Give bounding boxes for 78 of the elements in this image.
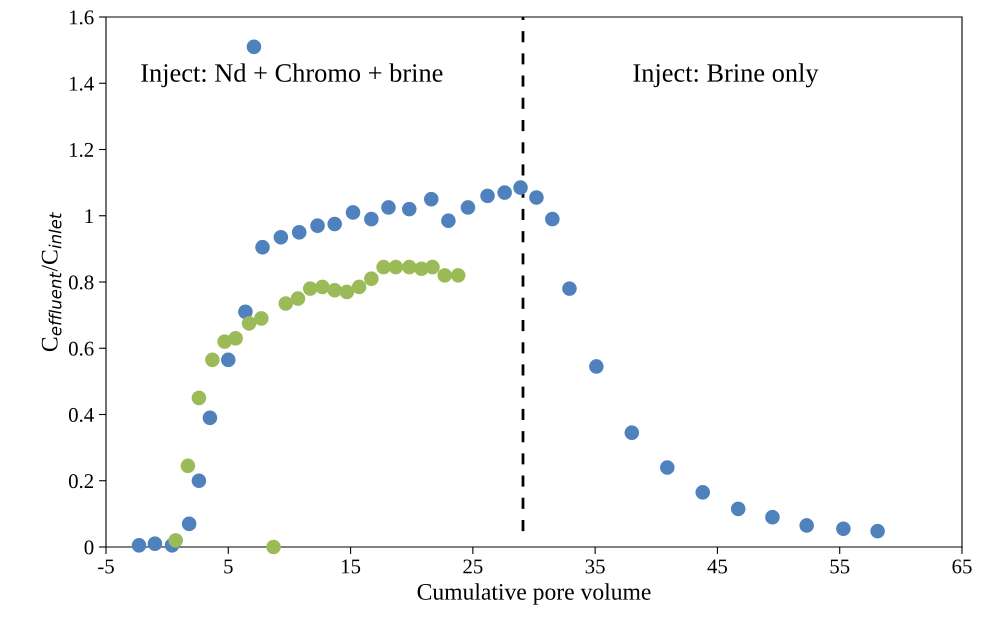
point (327, 283, 342, 298)
point (364, 212, 379, 226)
point (274, 230, 288, 245)
y-tick-label: 1.2 (70, 142, 94, 158)
point (292, 225, 306, 240)
annotation: Inject: Nd + Chromo + brine (141, 63, 442, 88)
y-axis-title: C$_{effluent}$/C$_{inlet}$ (42, 212, 62, 352)
point (148, 536, 162, 551)
point (255, 240, 270, 254)
point (624, 425, 640, 440)
point (180, 458, 196, 474)
point (562, 281, 577, 296)
point (132, 538, 146, 553)
x-tick-label: 35 (586, 559, 605, 574)
point (346, 205, 360, 220)
x-tick-label: -5 (98, 560, 114, 574)
point (388, 260, 404, 274)
point (205, 352, 220, 368)
x-tick-label: 45 (707, 560, 728, 574)
point (381, 200, 396, 215)
point (589, 359, 604, 374)
point (310, 218, 325, 233)
x-tick-label: 15 (342, 560, 360, 574)
point (799, 518, 814, 533)
point (315, 280, 330, 294)
point (402, 260, 417, 274)
x-tick-label: 65 (952, 559, 972, 574)
point (437, 268, 452, 283)
point (424, 192, 439, 206)
y-tick-label: 0 (84, 540, 94, 554)
point (254, 311, 269, 326)
point (425, 260, 440, 274)
point (238, 304, 253, 320)
y-tick-label: 1.4 (70, 76, 94, 91)
y-tick-label: 0.4 (68, 408, 94, 422)
point (870, 524, 885, 538)
y-tick-label: 1 (86, 209, 93, 223)
point (192, 473, 206, 488)
point (302, 281, 318, 296)
point (352, 280, 366, 294)
point (221, 352, 236, 368)
y-tick-label: 1.6 (70, 10, 94, 25)
point (202, 410, 218, 426)
point (836, 522, 851, 536)
point (480, 188, 495, 204)
point (242, 316, 256, 331)
point (182, 516, 196, 532)
point (278, 296, 294, 311)
point (545, 212, 560, 226)
point (340, 284, 354, 300)
point (376, 260, 391, 274)
point (246, 40, 262, 54)
annotation: Inject: Brine only (633, 63, 818, 88)
point (168, 533, 183, 548)
x-tick-label: 5 (224, 560, 233, 574)
x-tick-label: 25 (463, 559, 482, 574)
point (695, 485, 710, 500)
point (192, 390, 206, 406)
x-tick-label: 55 (830, 560, 850, 574)
x-axis-title: Cumulative pore volume (418, 583, 651, 605)
point (327, 216, 342, 232)
point (765, 510, 780, 524)
y-tick-label: 0.6 (68, 342, 94, 356)
point (529, 190, 544, 205)
point (450, 268, 466, 283)
point (290, 291, 306, 306)
point (402, 202, 417, 216)
point (441, 213, 456, 228)
point (660, 460, 675, 475)
point (266, 540, 281, 554)
point (460, 200, 476, 215)
point (364, 271, 379, 286)
point (513, 180, 528, 195)
point (497, 185, 512, 200)
point (228, 331, 243, 346)
y-tick-label: 0.8 (68, 275, 94, 290)
y-tick-label: 0.2 (68, 474, 94, 488)
point (730, 502, 746, 516)
